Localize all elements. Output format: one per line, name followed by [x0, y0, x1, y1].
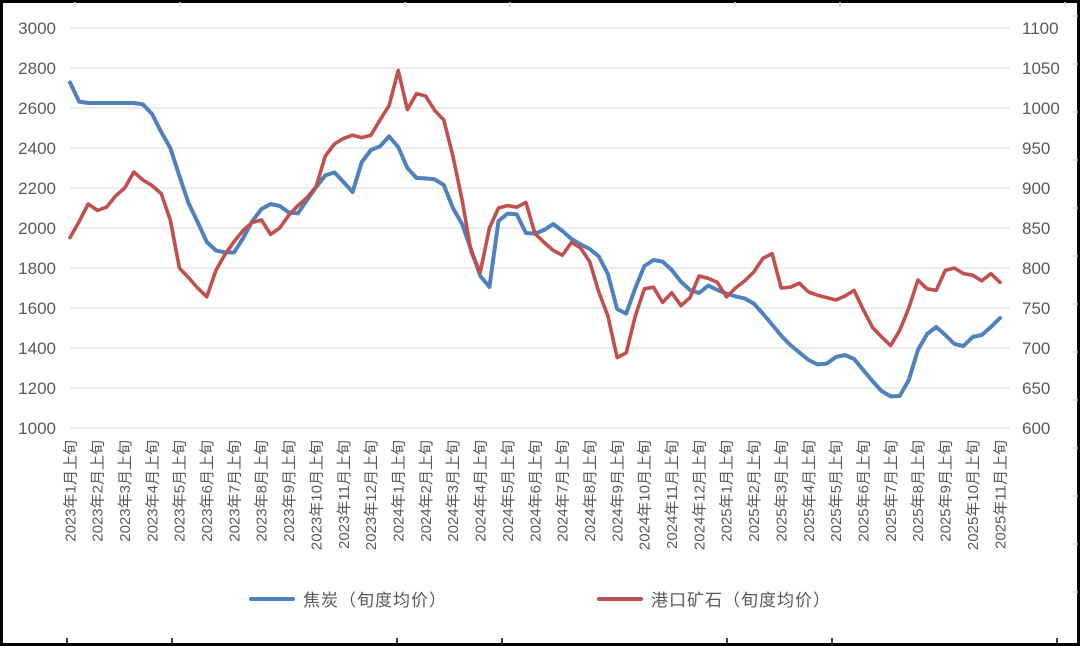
right-axis-tick-label: 600	[1022, 419, 1050, 438]
x-axis-tick-label: 2025年4月上旬	[801, 440, 818, 542]
x-axis-tick-label: 2023年3月上旬	[117, 440, 134, 542]
left-axis-tick-label: 2200	[18, 179, 56, 198]
x-axis-tick-label: 2024年12月上旬	[691, 440, 708, 550]
coke-series-line	[68, 80, 1002, 399]
x-axis-tick-label: 2025年5月上旬	[828, 440, 845, 542]
x-axis-tick-label: 2024年10月上旬	[637, 440, 654, 550]
x-axis-tick-label: 2025年6月上旬	[855, 440, 872, 542]
x-axis-tick-label: 2024年11月上旬	[664, 440, 681, 549]
x-axis-tick-label: 2023年8月上旬	[254, 440, 271, 542]
x-axis-tick-label: 2023年12月上旬	[363, 440, 380, 550]
x-axis-tick-label: 2025年1月上旬	[719, 440, 736, 542]
x-axis-tick-label: 2023年6月上旬	[199, 440, 216, 542]
x-axis-tick-label: 2025年2月上旬	[746, 440, 763, 542]
left-axis-tick-label: 2000	[18, 219, 56, 238]
x-axis-tick-label: 2023年2月上旬	[90, 440, 107, 542]
left-axis-tick-label: 1000	[18, 419, 56, 438]
left-axis-tick-label: 1600	[18, 299, 56, 318]
x-axis-tick-label: 2024年2月上旬	[418, 440, 435, 542]
right-axis-tick-label: 1000	[1022, 99, 1060, 118]
right-axis-tick-label: 750	[1022, 299, 1050, 318]
left-axis-tick-label: 2400	[18, 139, 56, 158]
left-axis-tick-label: 1200	[18, 379, 56, 398]
right-axis-tick-label: 850	[1022, 219, 1050, 238]
x-axis-tick-label: 2024年7月上旬	[555, 440, 572, 542]
x-axis-tick-label: 2024年8月上旬	[582, 440, 599, 542]
x-axis-tick-label: 2023年10月上旬	[308, 440, 325, 550]
x-axis-tick-label: 2023年7月上旬	[226, 440, 243, 542]
x-axis-tick-label: 2024年5月上旬	[500, 440, 517, 542]
x-axis-tick-label: 2023年4月上旬	[144, 440, 161, 542]
x-axis-tick-label: 2023年5月上旬	[172, 440, 189, 542]
right-axis-tick-label: 700	[1022, 339, 1050, 358]
left-axis-tick-label: 1800	[18, 259, 56, 278]
x-axis-tick-label: 2023年11月上旬	[336, 440, 353, 549]
left-axis-tick-label: 2800	[18, 59, 56, 78]
right-axis-tick-label: 900	[1022, 179, 1050, 198]
right-axis-tick-label: 950	[1022, 139, 1050, 158]
right-axis-tick-label: 1100	[1022, 19, 1059, 38]
x-axis-tick-label: 2024年4月上旬	[473, 440, 490, 542]
right-axis-tick-label: 650	[1022, 379, 1050, 398]
x-axis-tick-label: 2024年1月上旬	[390, 440, 407, 542]
x-axis-tick-label: 2024年6月上旬	[527, 440, 544, 542]
right-axis-tick-label: 800	[1022, 259, 1050, 278]
x-axis-tick-label: 2025年10月上旬	[965, 440, 982, 550]
x-axis-tick-label: 2025年8月上旬	[910, 440, 927, 542]
left-axis-tick-label: 1400	[18, 339, 56, 358]
x-axis-tick-label: 2024年3月上旬	[445, 440, 462, 542]
x-axis-tick-label: 2025年3月上旬	[773, 440, 790, 542]
x-axis-tick-label: 2023年9月上旬	[281, 440, 298, 542]
left-axis-tick-label: 2600	[18, 99, 56, 118]
ore-series-line	[68, 68, 1002, 360]
x-axis-tick-label: 2025年9月上旬	[938, 440, 955, 542]
left-axis-tick-label: 3000	[18, 19, 56, 38]
x-axis-tick-label: 2025年7月上旬	[883, 440, 900, 542]
x-axis-tick-label: 2023年1月上旬	[62, 440, 79, 542]
right-axis-tick-label: 1050	[1022, 59, 1060, 78]
x-axis-tick-label: 2024年9月上旬	[609, 440, 626, 542]
x-axis-tick-label: 2025年11月上旬	[992, 440, 1009, 549]
